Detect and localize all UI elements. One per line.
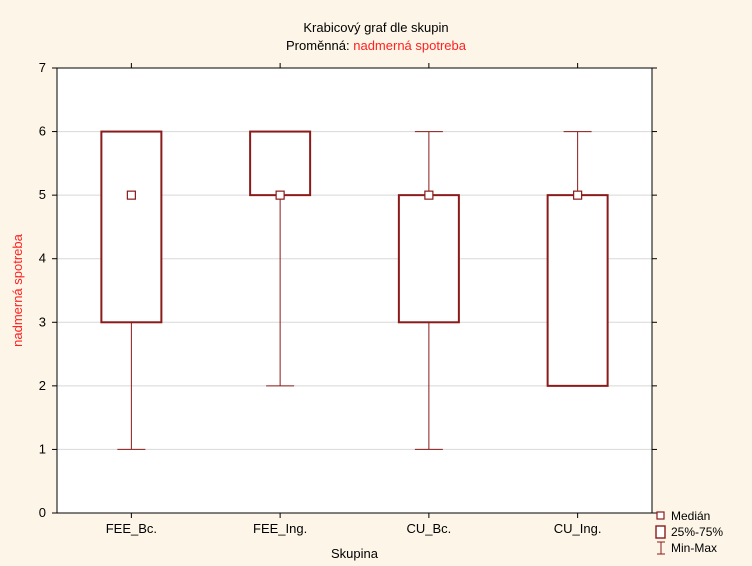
x-tick-label: FEE_Ing. [253, 521, 307, 536]
median-marker-icon [656, 511, 665, 520]
box-iqr [546, 194, 609, 387]
chart-title: Krabicový graf dle skupin [303, 20, 449, 35]
x-tick-label: CU_Ing. [554, 521, 602, 536]
median-marker [424, 190, 434, 200]
chart-subtitle: Proměnná: nadmerná spotreba [0, 38, 752, 53]
legend-item-median: Medián [655, 508, 723, 524]
y-tick-label: 2 [39, 378, 46, 393]
x-tick-label: FEE_Bc. [106, 521, 157, 536]
chart-legend: Medián 25%-75% Min-Max [655, 508, 723, 556]
median-marker [275, 190, 285, 200]
box-marker-icon [655, 525, 666, 539]
median-marker [573, 190, 583, 200]
y-tick-label: 7 [39, 60, 46, 75]
x-axis-label: Skupina [331, 546, 379, 561]
box-iqr [397, 194, 460, 324]
y-tick-label: 0 [39, 505, 46, 520]
y-tick-label: 4 [39, 251, 46, 266]
subtitle-variable: nadmerná spotreba [353, 38, 466, 53]
y-axis-label: nadmerná spotreba [10, 233, 25, 347]
box-iqr [100, 130, 163, 324]
plot-frame [56, 67, 653, 514]
subtitle-prefix: Proměnná: [286, 38, 350, 53]
legend-item-whisker: Min-Max [655, 540, 723, 556]
y-tick-label: 3 [39, 314, 46, 329]
legend-item-box: 25%-75% [655, 524, 723, 540]
box-iqr [249, 130, 312, 197]
legend-label-whisker: Min-Max [671, 541, 718, 555]
whisker-marker-icon [657, 541, 665, 555]
legend-label-median: Medián [671, 509, 711, 523]
y-tick-label: 6 [39, 124, 46, 139]
x-tick-label: CU_Bc. [406, 521, 451, 536]
y-tick-label: 1 [39, 441, 46, 456]
median-marker [126, 190, 136, 200]
y-tick-label: 5 [39, 187, 46, 202]
legend-label-box: 25%-75% [671, 525, 724, 539]
